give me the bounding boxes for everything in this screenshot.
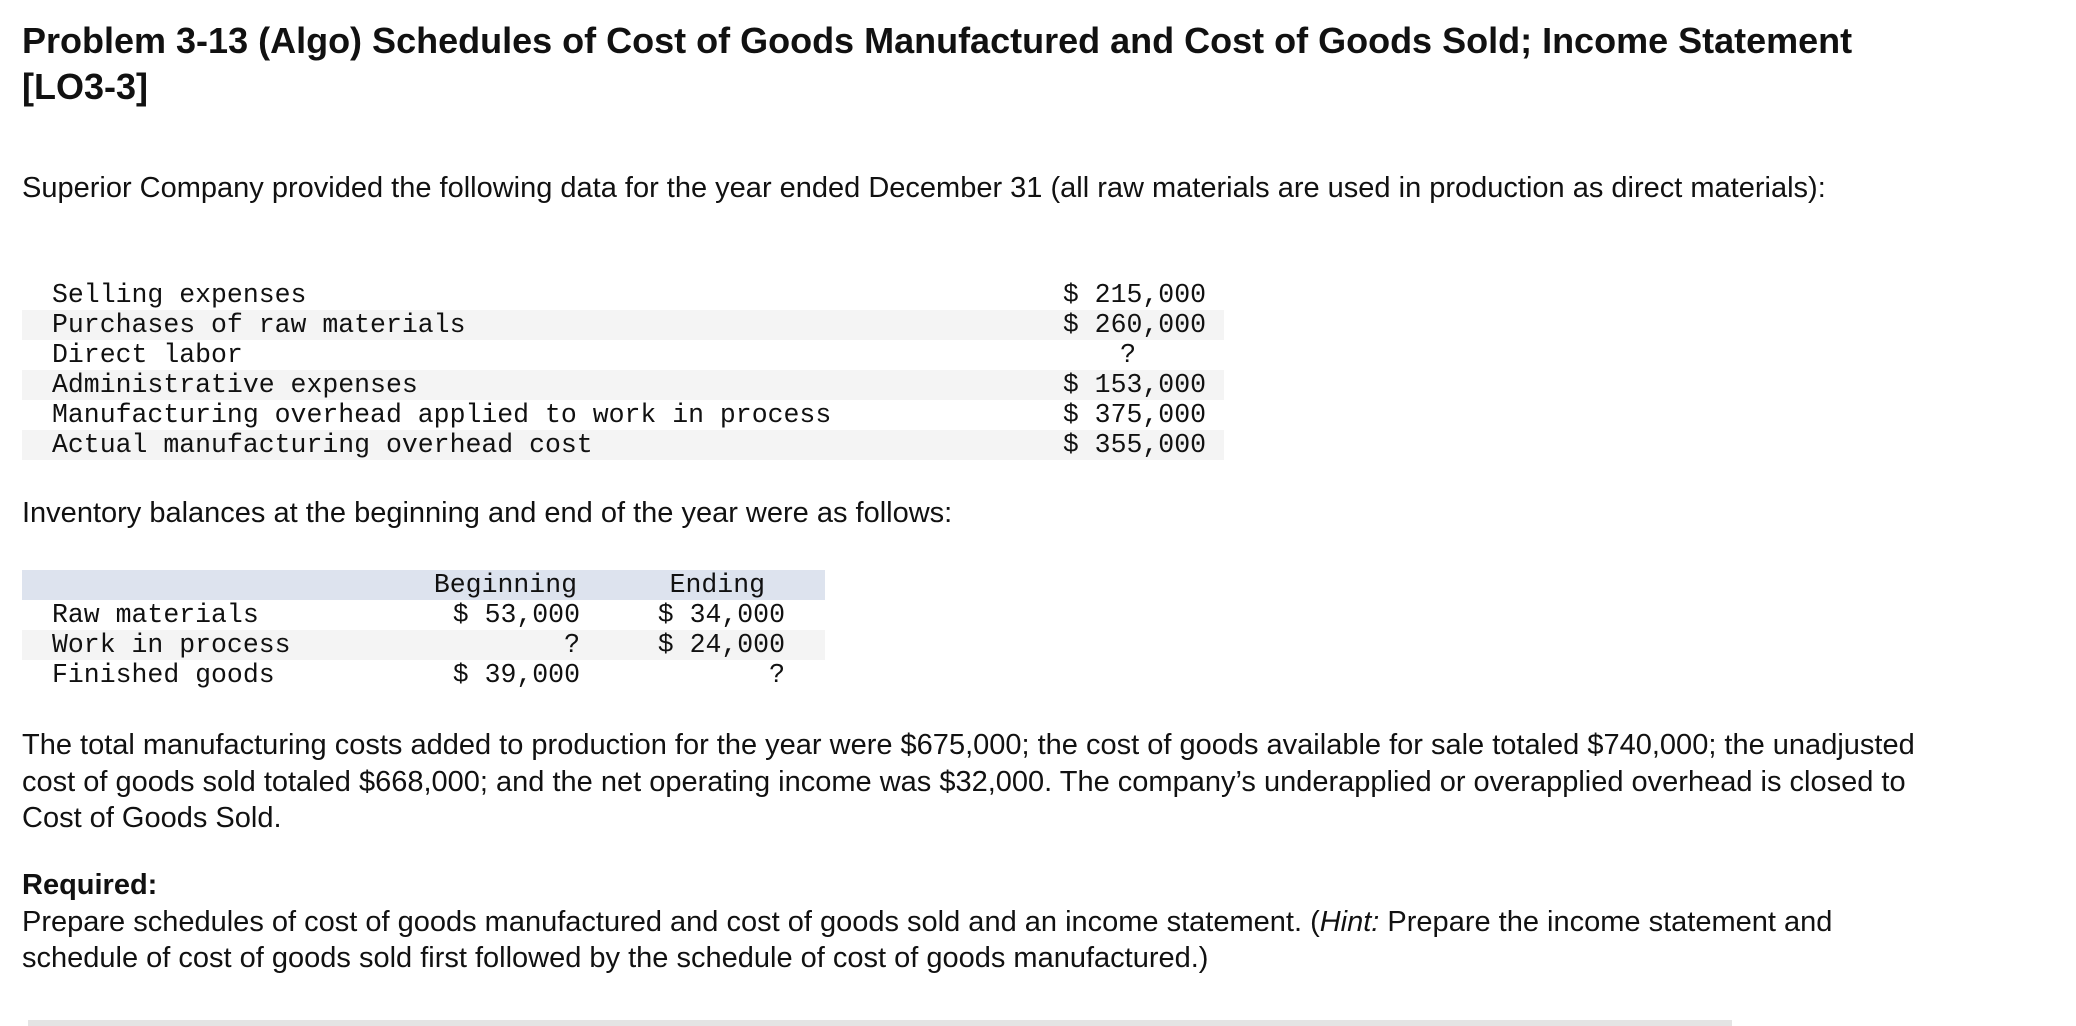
data-row: Selling expenses $ 215,000 xyxy=(22,280,1224,310)
data-label: Purchases of raw materials xyxy=(52,310,466,340)
data-label: Actual manufacturing overhead cost xyxy=(52,430,593,460)
intro-paragraph: Superior Company provided the following … xyxy=(22,172,1826,204)
problem-title: Problem 3-13 (Algo) Schedules of Cost of… xyxy=(22,20,1853,107)
data-value: ? xyxy=(1120,340,1136,370)
cost-data-table: Selling expenses $ 215,000 Purchases of … xyxy=(22,280,1224,460)
inventory-label: Finished goods xyxy=(52,660,275,690)
data-value: $ 355,000 xyxy=(1062,430,1206,460)
facts-paragraph: The total manufacturing costs added to p… xyxy=(22,729,1915,834)
hint-word: Hint: xyxy=(1319,905,1380,938)
data-label: Selling expenses xyxy=(52,280,307,310)
beginning-header: Beginning xyxy=(433,570,577,600)
data-label: Direct labor xyxy=(52,340,243,370)
inventory-row: Raw materials $ 53,000 $ 34,000 xyxy=(22,600,825,630)
inventory-label: Raw materials xyxy=(52,600,259,630)
beginning-value: $ 39,000 xyxy=(452,660,580,690)
inventory-header-row: Beginning Ending xyxy=(22,570,825,600)
required-text-after-hint: Prepare the income statement and schedul… xyxy=(22,905,1833,975)
required-text: Prepare schedules of cost of goods manuf… xyxy=(22,905,1320,938)
inventory-label: Work in process xyxy=(52,630,291,660)
beginning-value: ? xyxy=(564,630,580,660)
data-row: Administrative expenses $ 153,000 xyxy=(22,370,1224,400)
data-label: Manufacturing overhead applied to work i… xyxy=(52,400,832,430)
inventory-table: Beginning Ending Raw materials $ 53,000 … xyxy=(22,570,825,690)
data-row: Direct labor ? xyxy=(22,340,1224,370)
data-value: $ 375,000 xyxy=(1062,400,1206,430)
data-row: Actual manufacturing overhead cost $ 355… xyxy=(22,430,1224,460)
beginning-value: $ 53,000 xyxy=(452,600,580,630)
inventory-intro: Inventory balances at the beginning and … xyxy=(22,497,953,529)
inventory-row: Finished goods $ 39,000 ? xyxy=(22,660,825,690)
required-section: Required: Prepare schedules of cost of g… xyxy=(22,867,1922,977)
ending-value: $ 24,000 xyxy=(657,630,785,660)
data-value: $ 260,000 xyxy=(1062,310,1206,340)
ending-header: Ending xyxy=(669,570,765,600)
data-row: Purchases of raw materials $ 260,000 xyxy=(22,310,1224,340)
data-label: Administrative expenses xyxy=(52,370,418,400)
ending-value: ? xyxy=(769,660,785,690)
data-value: $ 153,000 xyxy=(1062,370,1206,400)
required-label: Required: xyxy=(22,869,158,901)
data-row: Manufacturing overhead applied to work i… xyxy=(22,400,1224,430)
ending-value: $ 34,000 xyxy=(657,600,785,630)
answer-area-top-edge xyxy=(28,1020,1732,1026)
inventory-row: Work in process ? $ 24,000 xyxy=(22,630,825,660)
data-value: $ 215,000 xyxy=(1062,280,1206,310)
